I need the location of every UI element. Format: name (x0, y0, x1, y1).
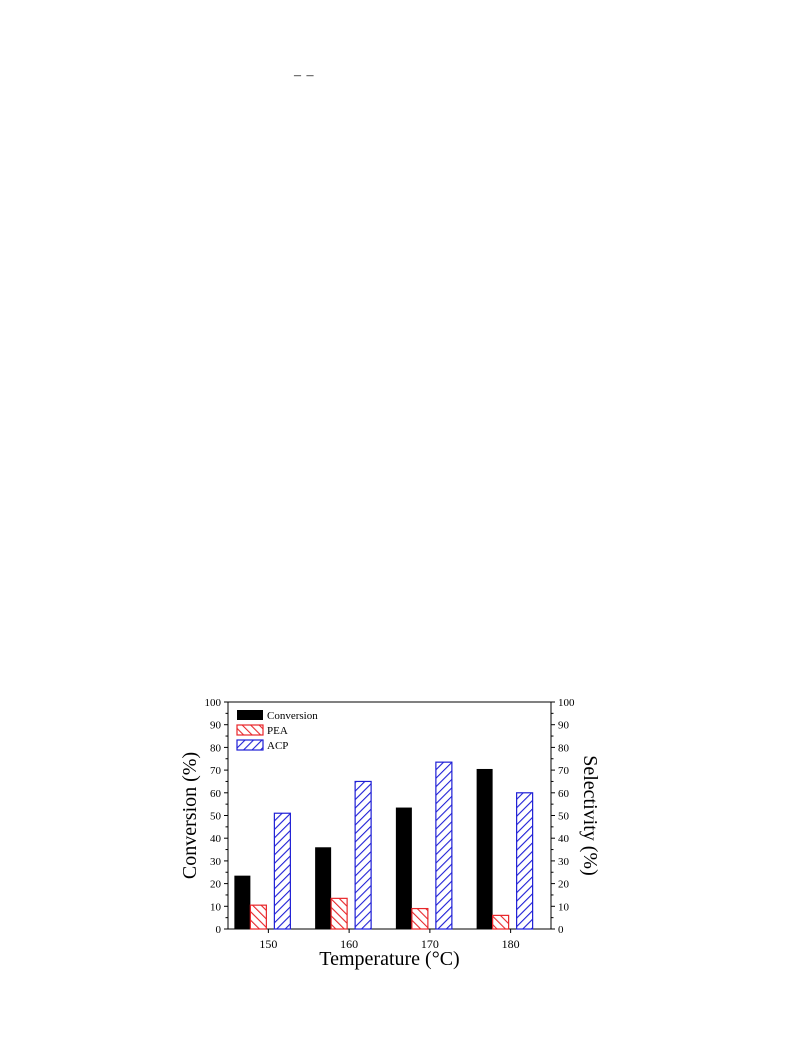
legend: Conversion PEA ACP (236, 710, 318, 752)
left-tick-label: 70 (210, 765, 222, 777)
bar-conversion-160 (315, 847, 332, 929)
left-tick-label: 0 (216, 924, 222, 936)
left-tick-label: 50 (210, 811, 222, 823)
legend-swatch-conversion (237, 710, 263, 720)
right-tick-label: 50 (558, 811, 570, 823)
bar-acp-170 (435, 761, 453, 930)
bars-group (234, 761, 534, 930)
right-tick-label: 40 (558, 833, 570, 845)
right-axis-ticks: 0 10 20 30 40 50 60 70 80 90 100 (551, 697, 575, 936)
bar-conversion-170 (395, 807, 412, 929)
right-tick-label: 30 (558, 856, 570, 868)
bar-conversion-180 (476, 768, 493, 929)
left-tick-label: 90 (210, 720, 222, 732)
bar-pea-150 (249, 904, 267, 930)
right-tick-label: 60 (558, 788, 570, 800)
left-tick-label: 100 (205, 697, 222, 709)
legend-swatch-pea (236, 724, 264, 736)
legend-label-acp: ACP (267, 740, 288, 752)
bar-conversion-150 (234, 875, 251, 929)
bar-pea-180 (492, 914, 510, 930)
bar-pea-160 (330, 897, 348, 930)
right-tick-label: 100 (558, 697, 575, 709)
y-axis-label-left: Conversion (%) (179, 752, 201, 879)
legend-label-conversion: Conversion (267, 710, 318, 722)
x-axis-ticks: 150 160 170 180 (259, 929, 520, 951)
bar-acp-160 (354, 780, 372, 930)
x-axis-label: Temperature (°C) (319, 948, 459, 970)
left-tick-label: 80 (210, 742, 222, 754)
bar-acp-180 (516, 792, 534, 930)
left-tick-label: 20 (210, 879, 222, 891)
x-tick-label: 180 (502, 937, 520, 951)
left-tick-label: 60 (210, 788, 222, 800)
left-axis-ticks: 0 10 20 30 40 50 60 70 80 90 100 (205, 697, 228, 936)
plot-area: 0 10 20 30 40 50 60 70 80 90 100 0 10 20 30 40 50 60 70 80… (205, 697, 576, 951)
left-tick-label: 40 (210, 833, 222, 845)
right-tick-label: 70 (558, 765, 570, 777)
left-tick-label: 10 (210, 901, 222, 913)
left-tick-label: 30 (210, 856, 222, 868)
page-header-mark: – – (294, 68, 315, 83)
legend-swatch-acp (236, 739, 264, 751)
right-tick-label: 80 (558, 742, 570, 754)
y-axis-label-right: Selectivity (%) (579, 755, 601, 876)
right-tick-label: 10 (558, 901, 570, 913)
bar-pea-170 (411, 907, 429, 930)
right-tick-label: 20 (558, 879, 570, 891)
right-tick-label: 0 (558, 924, 564, 936)
x-tick-label: 150 (259, 937, 277, 951)
right-tick-label: 90 (558, 720, 570, 732)
x-tick-label: 170 (421, 937, 439, 951)
legend-label-pea: PEA (267, 725, 288, 737)
x-tick-label: 160 (340, 937, 358, 951)
bar-acp-150 (273, 812, 291, 930)
